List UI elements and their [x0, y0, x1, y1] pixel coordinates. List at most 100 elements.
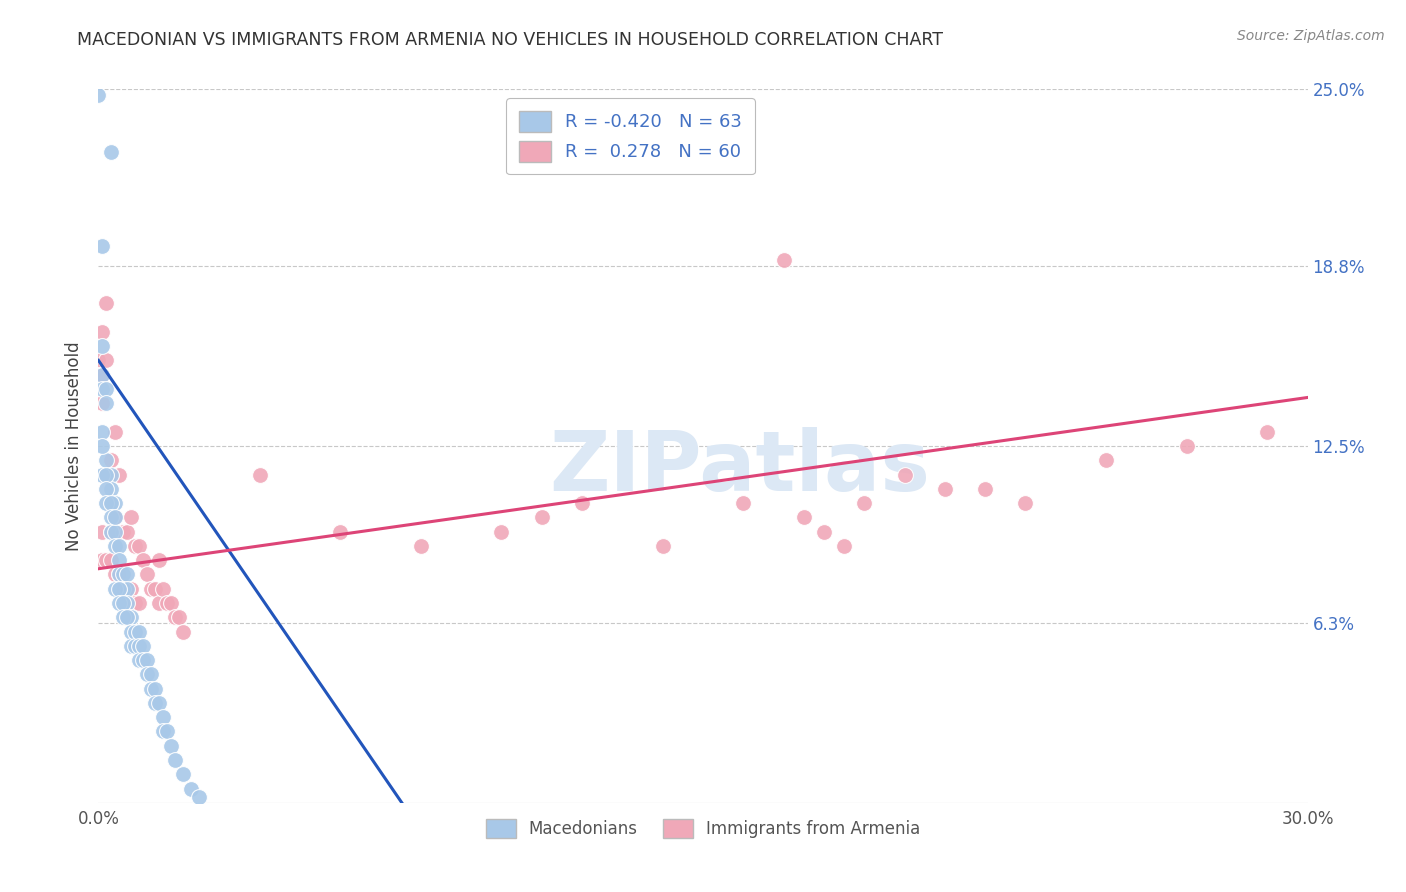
- Point: [143, 681, 166, 696]
- Point: [148, 596, 170, 610]
- Point: [128, 596, 150, 610]
- Point: [160, 739, 183, 753]
- Point: [152, 710, 174, 724]
- Point: [974, 482, 997, 496]
- Point: [115, 582, 138, 596]
- Point: [96, 496, 118, 510]
- Point: [91, 339, 114, 353]
- Point: [111, 582, 134, 596]
- Point: [135, 567, 157, 582]
- Point: [832, 539, 855, 553]
- Point: [139, 582, 162, 596]
- Point: [96, 382, 118, 396]
- Text: ZIPatlas: ZIPatlas: [548, 427, 929, 508]
- Point: [793, 510, 815, 524]
- Point: [120, 639, 142, 653]
- Point: [160, 596, 183, 610]
- Point: [100, 482, 122, 496]
- Point: [571, 496, 593, 510]
- Point: [115, 610, 138, 624]
- Point: [156, 596, 179, 610]
- Point: [115, 524, 138, 539]
- Point: [91, 368, 114, 382]
- Point: [103, 510, 125, 524]
- Point: [128, 639, 150, 653]
- Point: [124, 539, 146, 553]
- Point: [132, 653, 155, 667]
- Point: [100, 496, 122, 510]
- Point: [100, 524, 122, 539]
- Point: [91, 467, 114, 482]
- Point: [87, 353, 110, 368]
- Text: MACEDONIAN VS IMMIGRANTS FROM ARMENIA NO VEHICLES IN HOUSEHOLD CORRELATION CHART: MACEDONIAN VS IMMIGRANTS FROM ARMENIA NO…: [77, 31, 943, 49]
- Point: [87, 87, 110, 102]
- Point: [100, 524, 122, 539]
- Point: [651, 539, 673, 553]
- Point: [893, 467, 915, 482]
- Point: [107, 567, 129, 582]
- Point: [91, 396, 114, 410]
- Point: [135, 667, 157, 681]
- Point: [128, 653, 150, 667]
- Point: [96, 353, 118, 368]
- Point: [143, 696, 166, 710]
- Point: [107, 582, 129, 596]
- Text: Source: ZipAtlas.com: Source: ZipAtlas.com: [1237, 29, 1385, 43]
- Point: [103, 510, 125, 524]
- Point: [91, 325, 114, 339]
- Legend: Macedonians, Immigrants from Armenia: Macedonians, Immigrants from Armenia: [479, 812, 927, 845]
- Point: [111, 596, 134, 610]
- Point: [96, 396, 118, 410]
- Point: [91, 553, 114, 567]
- Point: [107, 567, 129, 582]
- Point: [180, 781, 202, 796]
- Y-axis label: No Vehicles in Household: No Vehicles in Household: [65, 341, 83, 551]
- Point: [167, 610, 190, 624]
- Point: [128, 539, 150, 553]
- Point: [107, 596, 129, 610]
- Point: [115, 596, 138, 610]
- Point: [491, 524, 513, 539]
- Point: [163, 753, 186, 767]
- Point: [103, 539, 125, 553]
- Point: [91, 368, 114, 382]
- Point: [813, 524, 835, 539]
- Point: [152, 582, 174, 596]
- Point: [111, 524, 134, 539]
- Point: [100, 145, 122, 159]
- Point: [124, 624, 146, 639]
- Point: [120, 582, 142, 596]
- Point: [107, 553, 129, 567]
- Point: [139, 667, 162, 681]
- Point: [172, 624, 194, 639]
- Point: [148, 696, 170, 710]
- Point: [135, 653, 157, 667]
- Point: [143, 582, 166, 596]
- Point: [100, 453, 122, 467]
- Point: [132, 639, 155, 653]
- Point: [115, 582, 138, 596]
- Point: [96, 482, 118, 496]
- Point: [329, 524, 352, 539]
- Point: [120, 610, 142, 624]
- Point: [163, 610, 186, 624]
- Point: [115, 567, 138, 582]
- Point: [107, 467, 129, 482]
- Point: [103, 582, 125, 596]
- Point: [530, 510, 553, 524]
- Point: [409, 539, 432, 553]
- Point: [103, 567, 125, 582]
- Point: [733, 496, 755, 510]
- Point: [87, 368, 110, 382]
- Point: [152, 724, 174, 739]
- Point: [1256, 425, 1278, 439]
- Point: [100, 467, 122, 482]
- Point: [156, 724, 179, 739]
- Point: [120, 624, 142, 639]
- Point: [107, 539, 129, 553]
- Point: [128, 624, 150, 639]
- Point: [100, 510, 122, 524]
- Point: [103, 524, 125, 539]
- Point: [111, 582, 134, 596]
- Point: [124, 639, 146, 653]
